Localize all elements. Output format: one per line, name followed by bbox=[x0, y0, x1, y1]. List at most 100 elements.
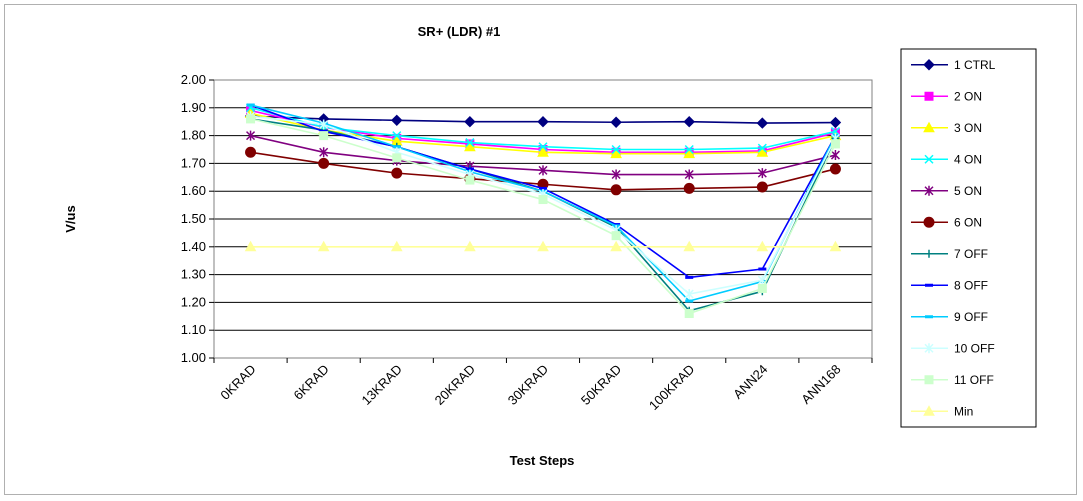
data-point bbox=[464, 240, 476, 252]
data-point bbox=[317, 240, 330, 252]
data-point bbox=[464, 140, 476, 152]
data-point bbox=[923, 216, 935, 228]
data-point bbox=[757, 168, 767, 179]
x-axis-ticks: 0KRAD 6KRAD 13KRAD 20KRAD 30KRAD 50KRAD 100KRA… bbox=[213, 358, 873, 413]
series-min bbox=[244, 240, 842, 252]
legend-item: 7 OFF bbox=[911, 247, 988, 261]
data-point bbox=[756, 240, 769, 252]
data-point bbox=[683, 115, 695, 128]
x-tick-label: 50KRAD bbox=[578, 362, 624, 408]
data-point bbox=[537, 240, 549, 252]
chart-frame: SR+ (LDR) #1 V/us Test Steps 1.00 1.10 1.2… bbox=[4, 4, 1077, 495]
x-tick-label: 13KRAD bbox=[359, 362, 405, 408]
y-tick-label: 1.70 bbox=[181, 155, 206, 170]
data-point bbox=[756, 146, 769, 157]
legend-item: 11 OFF bbox=[911, 373, 994, 387]
data-point bbox=[829, 240, 842, 252]
data-point bbox=[392, 131, 402, 141]
data-point bbox=[925, 249, 933, 258]
data-point bbox=[756, 181, 768, 193]
y-tick-label: 1.60 bbox=[181, 183, 206, 198]
y-tick-label: 2.00 bbox=[181, 72, 206, 87]
data-point bbox=[390, 240, 403, 252]
legend-label: 6 ON bbox=[954, 215, 982, 229]
data-point bbox=[246, 130, 256, 141]
data-point bbox=[319, 131, 329, 141]
data-point bbox=[610, 147, 622, 159]
data-point bbox=[610, 240, 622, 252]
data-point bbox=[246, 103, 255, 107]
legend-label: 2 ON bbox=[954, 89, 982, 103]
data-point bbox=[923, 121, 935, 133]
y-tick-label: 1.50 bbox=[181, 211, 206, 226]
x-tick-label: ANN168 bbox=[798, 362, 843, 407]
data-point bbox=[684, 309, 694, 319]
data-point bbox=[923, 405, 935, 416]
data-point bbox=[829, 163, 841, 175]
data-point bbox=[538, 195, 548, 205]
series-line bbox=[250, 115, 837, 295]
data-point bbox=[611, 169, 621, 180]
data-point bbox=[925, 283, 933, 287]
data-point bbox=[685, 275, 694, 279]
legend-label: 8 OFF bbox=[954, 278, 988, 292]
data-point bbox=[924, 343, 934, 354]
data-point bbox=[465, 167, 474, 171]
data-point bbox=[319, 119, 329, 130]
x-tick-label: ANN24 bbox=[730, 362, 770, 402]
y-tick-label: 1.80 bbox=[181, 128, 206, 143]
data-point bbox=[392, 145, 401, 149]
legend-item: 5 ON bbox=[911, 184, 982, 198]
legend-label: 10 OFF bbox=[954, 341, 995, 355]
data-point bbox=[829, 116, 842, 129]
data-point bbox=[610, 184, 622, 196]
data-point bbox=[756, 117, 769, 129]
data-point bbox=[318, 157, 330, 169]
data-point bbox=[685, 299, 694, 303]
legend-label: 7 OFF bbox=[954, 247, 988, 261]
data-point bbox=[245, 146, 257, 158]
y-tick-label: 1.90 bbox=[181, 100, 206, 115]
legend-item: 2 ON bbox=[911, 89, 982, 103]
data-point bbox=[465, 138, 475, 148]
legend-item: 6 ON bbox=[911, 215, 982, 229]
data-point bbox=[244, 240, 257, 252]
data-point bbox=[925, 315, 933, 319]
y-tick-label: 1.10 bbox=[181, 322, 206, 337]
legend-item: Min bbox=[911, 404, 973, 418]
legend-label: 5 ON bbox=[954, 184, 982, 198]
data-point bbox=[830, 139, 840, 149]
x-tick-label: 6KRAD bbox=[291, 362, 332, 403]
data-point bbox=[924, 154, 934, 164]
series-11-off bbox=[246, 114, 840, 319]
data-point bbox=[391, 114, 403, 127]
data-point bbox=[539, 186, 547, 190]
legend-item: 8 OFF bbox=[911, 278, 988, 292]
legend-label: 9 OFF bbox=[954, 310, 988, 324]
data-point bbox=[684, 169, 694, 180]
data-point bbox=[924, 375, 934, 385]
data-point bbox=[683, 240, 696, 252]
data-point bbox=[611, 231, 621, 241]
legend-item: 9 OFF bbox=[911, 310, 988, 324]
data-point bbox=[758, 267, 767, 271]
data-point bbox=[538, 142, 548, 152]
data-point bbox=[537, 146, 549, 157]
legend-label: Min bbox=[954, 404, 973, 418]
data-point bbox=[830, 150, 840, 161]
data-point bbox=[611, 144, 621, 155]
data-point bbox=[319, 147, 329, 158]
data-point bbox=[830, 126, 840, 136]
legend-item: 3 ON bbox=[911, 121, 982, 135]
legend-item: 10 OFF bbox=[911, 341, 995, 355]
legend: 1 CTRL 2 ON 3 ON 4 ON 5 ON 6 ON 7 OFF 8 OFF 9 OF… bbox=[900, 48, 1037, 428]
data-point bbox=[684, 289, 694, 300]
legend-box bbox=[900, 48, 1037, 428]
legend-item: 1 CTRL bbox=[911, 58, 996, 72]
data-point bbox=[924, 91, 934, 101]
x-tick-label: 30KRAD bbox=[505, 362, 551, 408]
x-tick-label: 0KRAD bbox=[217, 362, 258, 403]
data-point bbox=[610, 116, 622, 128]
x-tick-label: 20KRAD bbox=[432, 362, 478, 408]
y-tick-label: 1.40 bbox=[181, 239, 206, 254]
